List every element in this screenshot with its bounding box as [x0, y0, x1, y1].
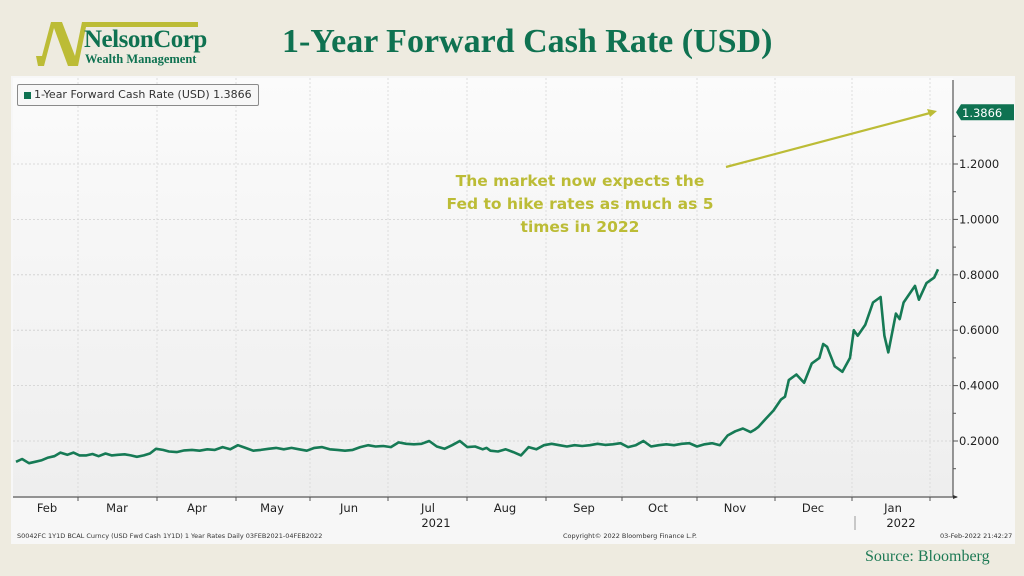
x-axis-ticks: Feb Mar Apr May Jun Jul Aug Sep Oct Nov Dec Jan 2021… — [37, 497, 931, 530]
legend-swatch-icon — [24, 91, 31, 99]
x-tick-label-aug: Aug — [494, 501, 516, 515]
copyright-footer: Copyright© 2022 Bloomberg Finance L.P. — [563, 532, 697, 540]
series-info-footer: S0042FC 1Y1D BCAL Curncy (USD Fwd Cash 1… — [17, 532, 323, 540]
plot-area — [13, 78, 953, 496]
timestamp-footer: 03-Feb-2022 21:42:27 — [940, 532, 1013, 540]
logo-n-mark-icon — [36, 22, 198, 66]
nelsoncorp-logo — [30, 18, 230, 70]
x-tick-label-jan: Jan — [883, 501, 902, 515]
logo-company-subtitle: Wealth Management — [85, 52, 197, 66]
x-axis-arrow-icon — [953, 495, 958, 499]
page-title: 1-Year Forward Cash Rate (USD) — [282, 23, 773, 60]
x-tick-label-apr: Apr — [187, 501, 207, 515]
arrow-head-icon — [927, 109, 937, 117]
series-line-1y-forward-cash-rate — [15, 268, 940, 465]
x-tick-label-jul: Jul — [420, 501, 435, 515]
x-tick-label-nov: Nov — [724, 501, 747, 515]
last-value-label: 1.3866 — [962, 106, 1002, 120]
logo-company-name: NelsonCorp — [84, 26, 207, 53]
y-tick-label: 1.0000 — [959, 212, 999, 226]
x-tick-label-may: May — [260, 501, 284, 515]
x-tick-label-dec: Dec — [802, 501, 824, 515]
x-tick-label-sep: Sep — [573, 501, 595, 515]
x-gridlines — [77, 78, 931, 497]
axes — [13, 80, 958, 499]
x-tick-label-feb: Feb — [37, 501, 57, 515]
last-value-marker: 1.3866 — [956, 104, 1014, 121]
chart-annotation: The market now expects the Fed to hike r… — [446, 172, 714, 236]
annotation-arrow — [725, 109, 937, 169]
x-year-label-2021: 2021 — [421, 516, 450, 530]
source-label: Source: Bloomberg — [865, 548, 990, 565]
y-axis-ticks: 0.2000 0.4000 0.6000 0.8000 1.0000 1.2000 — [953, 135, 999, 470]
legend-label: 1-Year Forward Cash Rate (USD) 1.3866 — [34, 88, 252, 101]
y-tick-label: 1.2000 — [959, 157, 999, 171]
x-tick-label-jun: Jun — [339, 501, 358, 515]
x-year-label-2022: 2022 — [886, 516, 915, 530]
chart-legend[interactable]: 1-Year Forward Cash Rate (USD) 1.3866 — [17, 84, 259, 106]
y-tick-label: 0.6000 — [959, 323, 999, 337]
x-tick-label-oct: Oct — [648, 501, 668, 515]
x-tick-label-mar: Mar — [106, 501, 128, 515]
y-tick-label: 0.2000 — [959, 434, 999, 448]
y-tick-label: 0.8000 — [959, 268, 999, 282]
y-gridlines — [13, 163, 953, 442]
y-tick-label: 0.4000 — [959, 379, 999, 393]
